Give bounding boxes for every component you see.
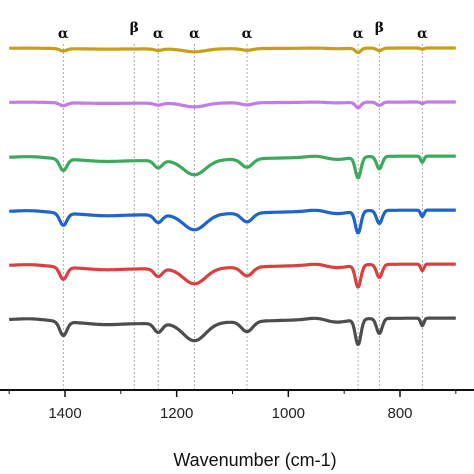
phase-label-0: α [58, 26, 69, 42]
spectrum-series-3 [8, 208, 457, 235]
x-tick-label-3: 800 [387, 405, 412, 422]
x-tick-label-1: 1200 [160, 405, 193, 422]
phase-label-5: α [353, 26, 364, 42]
phase-label-4: α [242, 26, 253, 42]
x-axis-title: Wavenumber (cm-1) [173, 450, 336, 470]
phase-label-3: α [189, 26, 200, 42]
phase-label-1: β [130, 20, 139, 36]
spectrum-series-1 [8, 100, 457, 110]
phase-label-7: α [417, 26, 428, 42]
series-group [8, 46, 457, 346]
x-ticks: 1400 1200 1000 800 [8, 390, 457, 422]
spectrum-series-2 [8, 154, 457, 180]
x-tick-label-0: 1400 [48, 405, 81, 422]
phase-label-6: β [375, 20, 384, 36]
x-tick-label-2: 1000 [272, 405, 305, 422]
spectrum-series-5 [8, 316, 457, 346]
spectrum-series-0 [8, 46, 457, 54]
spectrum-series-4 [8, 262, 457, 289]
phase-label-2: α [153, 26, 164, 42]
